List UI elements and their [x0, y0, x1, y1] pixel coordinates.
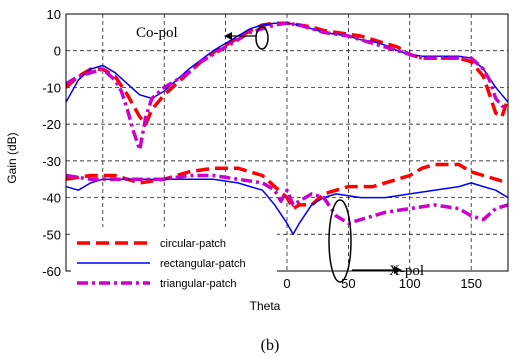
y-tick-label: -40 — [42, 191, 61, 206]
x-pol-arrowhead — [394, 266, 402, 274]
co-pol-ellipse-marker — [255, 26, 269, 50]
x-axis-label: Theta — [250, 299, 281, 313]
x-tick-label: 150 — [460, 276, 482, 291]
series-line-triangular-patch-co-pol — [66, 21, 508, 152]
annotation-co-pol: Co-pol — [136, 25, 178, 41]
plot-frame — [65, 13, 509, 272]
y-axis-label: Gain (dB) — [5, 132, 19, 183]
y-tick-label: -20 — [42, 117, 61, 132]
y-tick-label: -50 — [42, 227, 61, 242]
y-tick-label: -30 — [42, 154, 61, 169]
legend-label-triangular-patch: triangular-patch — [160, 278, 236, 290]
annotation-x-pol: X-pol — [389, 263, 424, 279]
y-tick-label: 0 — [54, 44, 61, 59]
y-tick-label: 10 — [47, 7, 61, 22]
legend: circular-patch rectangular-patch triangu… — [71, 227, 277, 296]
x-tick-label: 50 — [341, 276, 355, 291]
co-pol-arrowhead — [224, 32, 232, 40]
x-pol-ellipse-marker — [328, 199, 352, 283]
series-line-circular-patch-x-pol — [66, 162, 508, 211]
series-group — [66, 21, 508, 236]
figure-caption: (b) — [261, 337, 280, 354]
y-tick-label: -10 — [42, 80, 61, 95]
grid — [66, 14, 508, 271]
x-tick-label: 100 — [399, 276, 421, 291]
legend-label-rectangular-patch: rectangular-patch — [160, 258, 246, 270]
x-tick-label: 0 — [283, 276, 290, 291]
y-tick-label: -60 — [42, 264, 61, 279]
legend-label-circular-patch: circular-patch — [160, 238, 226, 250]
series-line-triangular-patch-x-pol — [66, 173, 508, 226]
